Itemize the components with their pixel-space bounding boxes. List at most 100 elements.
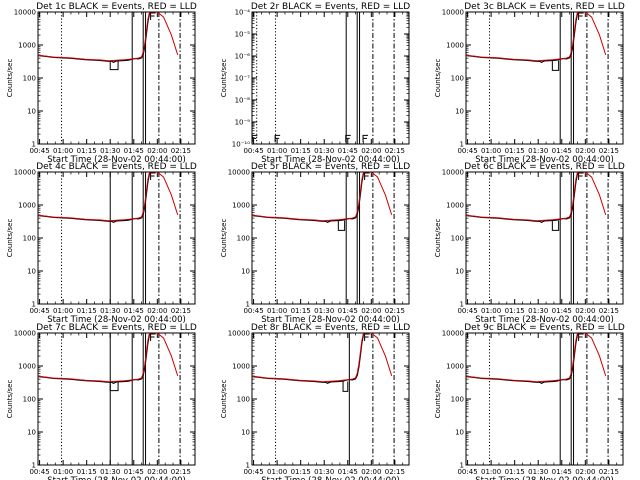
flag-marker: [362, 134, 369, 143]
y-axis-title: Counts/sec: [434, 380, 442, 419]
plot-data: [38, 172, 181, 304]
y-tick-label: 10000: [442, 330, 464, 338]
x-tick-label: 01:00: [53, 468, 73, 476]
y-tick-label: 1000: [18, 42, 36, 50]
x-tick-label: 01:30: [528, 147, 548, 155]
x-tick-label: 00:45: [243, 147, 263, 155]
x-tick-label: 01:00: [481, 147, 501, 155]
x-axis-title: Start Time (28-Nov-02 00:44:00): [47, 476, 186, 480]
x-tick-label: 02:15: [599, 307, 619, 315]
x-tick-label: 02:00: [361, 147, 381, 155]
y-tick-label: 10: [27, 108, 36, 116]
panel-4: Det 4c BLACK = Events, RED = LLD 1 10 100 10…: [6, 162, 197, 325]
series-lld-line: [466, 12, 607, 62]
series-lld-line: [466, 333, 607, 383]
x-tick-label: 02:15: [171, 307, 191, 315]
series-lld-line: [252, 333, 393, 383]
y-axis-title: Counts/sec: [434, 59, 442, 98]
panel-7: Det 7c BLACK = Events, RED = LLD 1 10 100 10…: [6, 323, 197, 480]
y-tick-label: 10000: [442, 9, 464, 17]
x-tick-label: 01:15: [505, 147, 525, 155]
x-tick-label: 01:30: [314, 468, 334, 476]
y-tick-label: 100: [451, 75, 464, 83]
y-tick-label: 1: [460, 301, 464, 309]
y-tick-label: 10000: [442, 169, 464, 177]
panel-3: Det 3c BLACK = Events, RED = LLD 1 10 100 10…: [434, 2, 625, 165]
series-events-line: [38, 12, 159, 63]
y-tick-label: 1000: [232, 202, 250, 210]
y-tick-label: 100: [237, 396, 250, 404]
y-tick-label: 1000: [232, 363, 250, 371]
plot-title: Det 8r BLACK = Events, RED = LLD: [251, 323, 410, 333]
x-tick-label: 02:00: [147, 307, 167, 315]
x-tick-label: 01:30: [314, 307, 334, 315]
x-tick-label: 00:45: [457, 468, 477, 476]
x-tick-label: 01:30: [314, 147, 334, 155]
y-tick-label: 1: [246, 462, 250, 470]
y-tick-label: 10⁻⁶: [235, 53, 251, 61]
x-tick-label: 01:00: [267, 307, 287, 315]
y-tick-label: 10: [27, 429, 36, 437]
plot-data: [252, 12, 395, 144]
y-tick-label: 10: [27, 268, 36, 276]
series-events-line: [252, 172, 373, 223]
x-tick-label: 02:00: [147, 147, 167, 155]
x-tick-label: 02:00: [361, 307, 381, 315]
x-tick-label: 01:30: [100, 307, 120, 315]
panel-5: Det 5r BLACK = Events, RED = LLD 1 10 100 10…: [220, 162, 410, 325]
x-axis-title: Start Time (28-Nov-02 00:44:00): [261, 476, 400, 480]
plot-data: [38, 333, 181, 465]
y-tick-label: 1000: [446, 363, 464, 371]
x-tick-label: 01:30: [100, 147, 120, 155]
flag-marker: [150, 12, 156, 20]
x-axis-title: Start Time (28-Nov-02 00:44:00): [475, 155, 614, 165]
y-tick-label: 10000: [14, 169, 36, 177]
flag-marker: [252, 134, 258, 143]
series-lld-line: [38, 12, 179, 62]
x-axis-title: Start Time (28-Nov-02 00:44:00): [261, 155, 400, 165]
x-axis-title: Start Time (28-Nov-02 00:44:00): [47, 315, 186, 325]
x-tick-label: 01:15: [77, 307, 97, 315]
y-tick-label: 10: [241, 268, 250, 276]
count-dip: [342, 381, 349, 392]
y-tick-label: 100: [23, 75, 36, 83]
y-tick-label: 1000: [446, 42, 464, 50]
x-tick-label: 01:45: [124, 307, 144, 315]
plot-title: Det 1c BLACK = Events, RED = LLD: [36, 2, 197, 12]
x-tick-label: 02:00: [361, 468, 381, 476]
panel-9: Det 9c BLACK = Events, RED = LLD 1 10 100 10…: [434, 323, 625, 480]
count-dip: [551, 220, 560, 231]
x-tick-label: 01:15: [77, 147, 97, 155]
y-tick-label: 10000: [228, 330, 250, 338]
x-tick-label: 01:00: [267, 468, 287, 476]
flag-marker: [150, 172, 156, 180]
x-tick-label: 01:45: [124, 468, 144, 476]
series-lld-line: [466, 172, 607, 222]
x-tick-label: 01:15: [291, 307, 311, 315]
y-tick-label: 10: [455, 429, 464, 437]
flag-marker: [150, 333, 156, 341]
series-events-line: [466, 12, 587, 63]
x-tick-label: 01:45: [124, 147, 144, 155]
plot-title: Det 4c BLACK = Events, RED = LLD: [36, 162, 197, 172]
y-tick-label: 10: [455, 268, 464, 276]
count-dip: [109, 60, 119, 71]
series-events-line: [466, 333, 587, 384]
x-tick-label: 01:45: [552, 307, 572, 315]
series-events-line: [38, 333, 159, 384]
x-tick-label: 00:45: [457, 147, 477, 155]
flag-marker: [364, 333, 370, 341]
x-tick-label: 01:00: [481, 468, 501, 476]
x-tick-label: 02:15: [171, 147, 191, 155]
y-tick-label: 100: [237, 235, 250, 243]
x-tick-label: 01:15: [505, 307, 525, 315]
y-tick-label: 1000: [446, 202, 464, 210]
series-events-line: [466, 172, 587, 223]
flag-marker: [274, 134, 281, 143]
x-tick-label: 01:00: [481, 307, 501, 315]
x-axis-title: Start Time (28-Nov-02 00:44:00): [261, 315, 400, 325]
x-tick-label: 02:00: [147, 468, 167, 476]
flag-marker: [345, 134, 351, 143]
x-axis-title: Start Time (28-Nov-02 00:44:00): [475, 315, 614, 325]
x-tick-label: 00:45: [457, 307, 477, 315]
